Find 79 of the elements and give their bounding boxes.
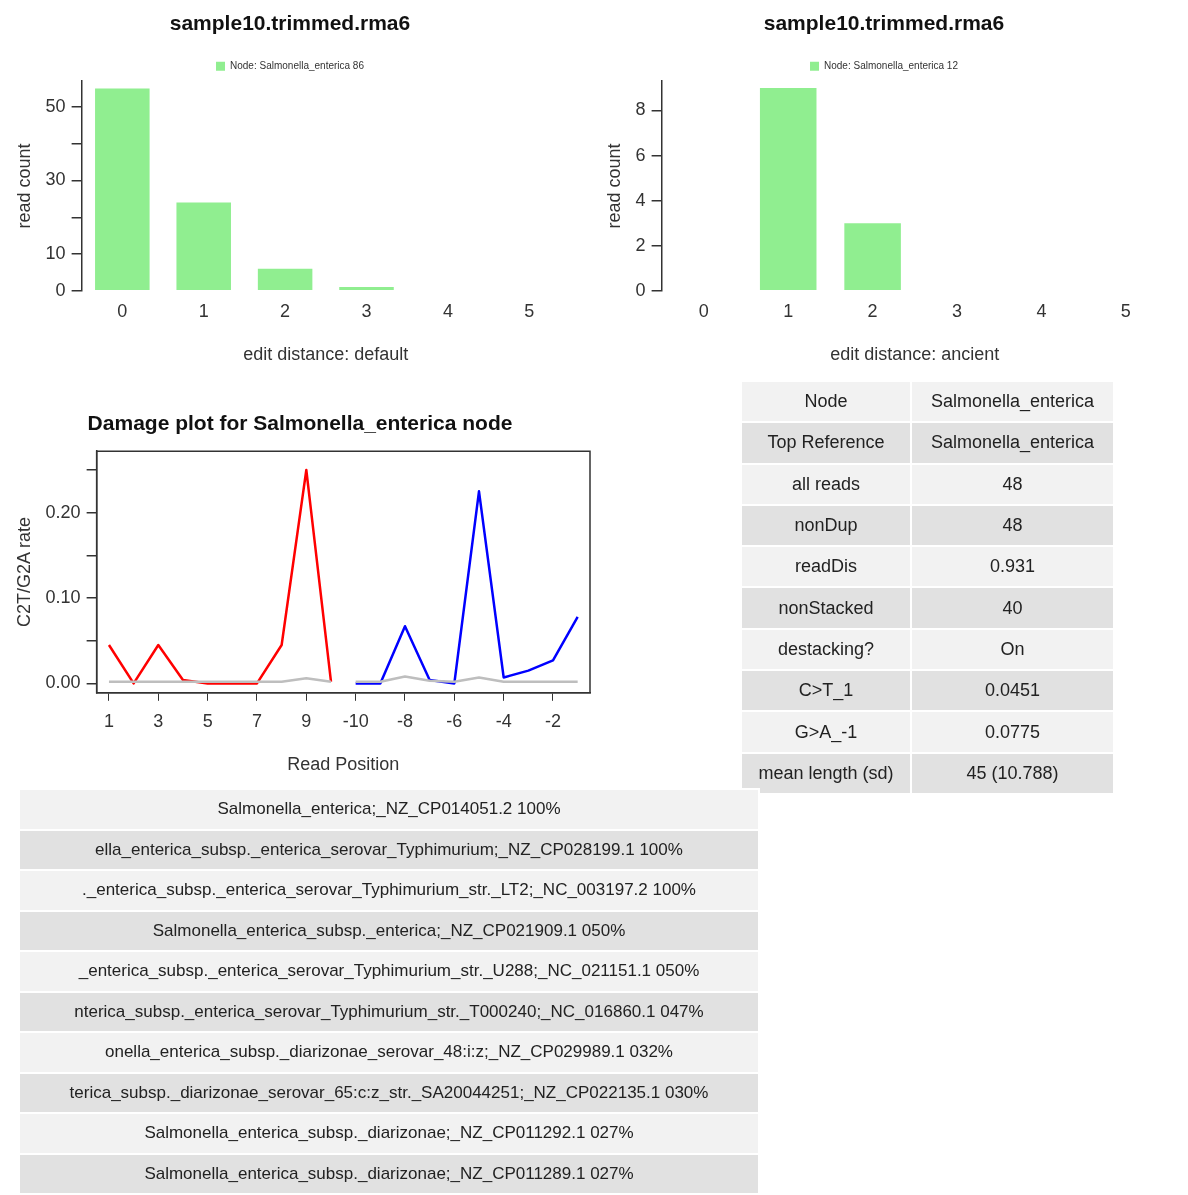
y-tick-label: 0.20 xyxy=(45,501,81,522)
category-label: C>T_1 xyxy=(798,680,854,701)
x-tick-label: 5 xyxy=(202,710,213,731)
legend-label: Node: Salmonella_enterica 12 xyxy=(824,59,959,71)
chart-title: Damage plot for Salmonella_enterica node xyxy=(87,411,513,435)
y-tick-label: 0 xyxy=(55,279,66,300)
y-tick-label: 0.00 xyxy=(45,672,81,693)
text: ella_enterica_subsp._enterica_serovar_Typhimurium;_NZ_CP028199.1 100% xyxy=(19,829,759,870)
x-tick-label: 0 xyxy=(117,300,128,321)
x-tick-label: 3 xyxy=(153,710,164,731)
x-tick-label: 3 xyxy=(361,300,372,321)
text: Salmonella_enterica_subsp._enterica;_NZ_CP021909.1 050% xyxy=(19,910,759,951)
x-tick-label: 4 xyxy=(442,300,453,321)
x-tick-label: -10 xyxy=(342,710,369,731)
y-tick-label: 8 xyxy=(635,99,646,120)
x-tick-label: 1 xyxy=(103,710,114,731)
x-tick-label: 1 xyxy=(198,300,209,321)
y-tick-label: 0.10 xyxy=(45,587,81,608)
x-tick-label: -2 xyxy=(544,710,562,731)
x-tick-label: -6 xyxy=(446,710,463,731)
chart-title: sample10.trimmed.rma6 xyxy=(763,11,1005,35)
bar xyxy=(176,202,231,291)
text: _enterica_subsp._enterica_serovar_Typhimurium_str._U288;_NC_021151.1 050% xyxy=(19,951,759,992)
category-label: destacking? xyxy=(777,638,875,659)
text: 0.0451 xyxy=(985,680,1041,701)
text: onella_enterica_subsp._diarizonae_serovar_48:i:z;_NZ_CP029989.1 032% xyxy=(19,1032,759,1073)
category-label: Node xyxy=(804,391,848,412)
text: Salmonella_enterica_subsp._diarizonae;_NZ_CP011292.1 027% xyxy=(19,1113,759,1154)
category-label: nonDup xyxy=(794,515,858,536)
y-tick-label: 10 xyxy=(45,243,66,263)
x-tick-label: -4 xyxy=(495,710,512,731)
x-tick-label: -8 xyxy=(396,710,413,731)
x-tick-label: 1 xyxy=(783,300,794,321)
x-tick-label: 2 xyxy=(280,300,291,321)
category-label: mean length (sd) xyxy=(758,762,894,783)
x-axis-title: edit distance: ancient xyxy=(830,344,1000,365)
text: 40 xyxy=(1002,597,1023,618)
category-label: nonStacked xyxy=(778,597,874,618)
y-axis-title: read count xyxy=(603,143,624,229)
x-axis-title: edit distance: default xyxy=(243,344,409,365)
bar xyxy=(257,268,313,291)
text: ._enterica_subsp._enterica_serovar_Typhimurium_str._LT2;_NC_003197.2 100% xyxy=(19,870,759,911)
text: Salmonella_enterica;_NZ_CP014051.2 100% xyxy=(19,789,759,830)
text: 0.931 xyxy=(990,556,1036,577)
text: On xyxy=(1000,638,1025,659)
text: 0.0775 xyxy=(985,721,1041,742)
text: Salmonella_enterica_subsp._diarizonae;_NZ_CP011289.1 027% xyxy=(19,1153,759,1194)
bar xyxy=(339,287,394,291)
x-tick-label: 4 xyxy=(1036,300,1047,321)
x-tick-label: 5 xyxy=(1120,300,1131,321)
category-label: all reads xyxy=(792,473,861,494)
legend-label: Node: Salmonella_enterica 86 xyxy=(230,59,365,71)
y-tick-label: 4 xyxy=(635,189,646,210)
category-label: Top Reference xyxy=(767,432,885,453)
y-tick-label: 2 xyxy=(635,234,646,255)
text: nterica_subsp._enterica_serovar_Typhimurium_str._T000240;_NC_016860.1 047% xyxy=(19,991,759,1032)
x-axis-title: Read Position xyxy=(287,754,400,775)
text: Salmonella_enterica xyxy=(930,391,1095,412)
text: 48 xyxy=(1002,515,1023,536)
y-tick-label: 30 xyxy=(45,169,66,190)
y-tick-label: 6 xyxy=(635,144,646,165)
category-label: G>A_-1 xyxy=(794,721,858,742)
bar xyxy=(95,88,150,291)
text: Salmonella_enterica xyxy=(930,432,1095,453)
x-tick-label: 0 xyxy=(698,300,709,321)
text: 45 (10.788) xyxy=(966,762,1059,783)
x-tick-label: 5 xyxy=(524,300,535,321)
x-tick-label: 9 xyxy=(301,710,312,731)
y-tick-label: 50 xyxy=(45,95,66,116)
category-label: readDis xyxy=(795,556,858,577)
chart-title: sample10.trimmed.rma6 xyxy=(169,11,411,35)
text: terica_subsp._diarizonae_serovar_65:c:z_str._SA20044251;_NZ_CP022135.1 030% xyxy=(19,1072,759,1113)
text: 48 xyxy=(1002,473,1023,494)
x-tick-label: 2 xyxy=(867,300,878,321)
y-axis-title: read count xyxy=(13,143,34,229)
x-tick-label: 3 xyxy=(952,300,963,321)
y-axis-title: C2T/G2A rate xyxy=(13,516,34,628)
x-tick-label: 7 xyxy=(251,710,262,731)
y-tick-label: 0 xyxy=(635,279,646,300)
